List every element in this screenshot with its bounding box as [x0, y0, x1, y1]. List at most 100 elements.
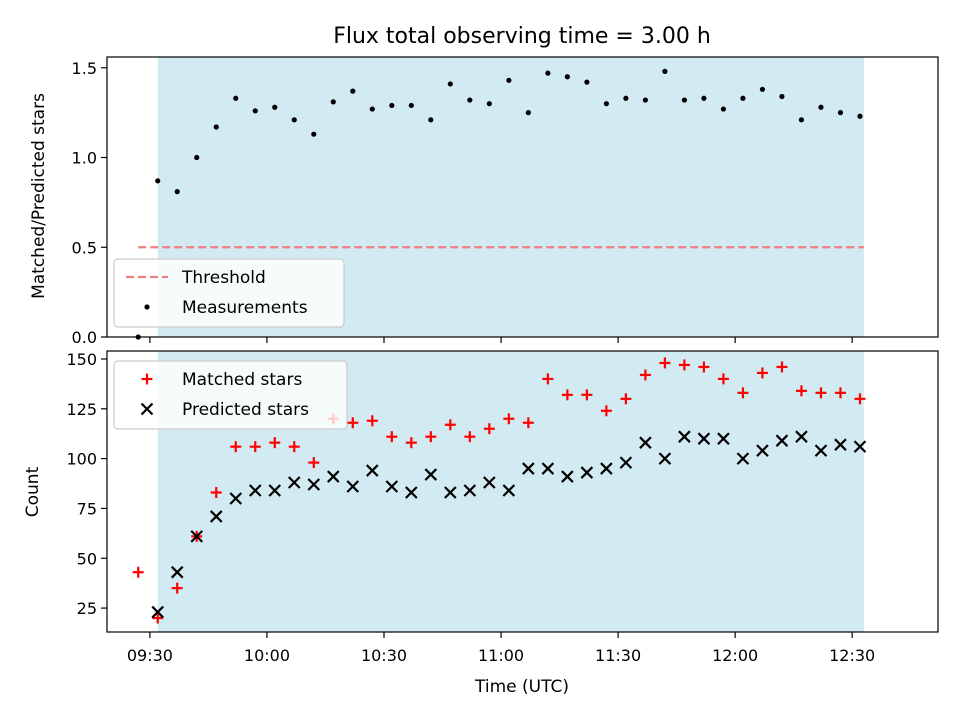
- bottom-series-1-point-b: [717, 432, 730, 445]
- bottom-series-1-point: [327, 470, 340, 483]
- bottom-series-0-point: [152, 612, 164, 624]
- top-series-0-point: [194, 154, 200, 161]
- bottom-series-1-point-b: [307, 478, 321, 491]
- x-tick-label: 10:30: [361, 646, 407, 665]
- bottom-series-1-point: [639, 436, 652, 449]
- top-series-0-point: [623, 95, 629, 101]
- top-series-0-point: [486, 101, 492, 107]
- top-y-axis-label: Matched/Predicted stars: [29, 93, 49, 299]
- bottom-series-1-point-b: [756, 444, 769, 457]
- top-series-0-point: [720, 106, 727, 112]
- top-series-0-point: [818, 104, 824, 110]
- top-series-0-point: [662, 68, 668, 74]
- top-series-0-point: [447, 81, 453, 87]
- top-series-0-point: [545, 70, 551, 76]
- bottom-series-0-point: [795, 385, 807, 397]
- top-series-0-point: [603, 101, 609, 107]
- bottom-series-0-point: [717, 373, 729, 385]
- bottom-series-1-point-b: [600, 462, 613, 475]
- bottom-series-1-point-b: [405, 486, 418, 499]
- bottom-legend-marker-swatch: [140, 402, 154, 416]
- bottom-series-0-point: [561, 389, 573, 401]
- bottom-series-1-point: [795, 430, 808, 443]
- bottom-series-1-point: [190, 530, 204, 543]
- bottom-series-1-point: [229, 492, 243, 505]
- bottom-legend-label: Matched stars: [182, 370, 302, 390]
- bottom-series-0-point: [639, 369, 651, 381]
- bottom-series-1-point: [561, 470, 574, 483]
- top-y-tick-label: 1.5: [72, 59, 97, 78]
- bottom-series-1-point-b: [561, 470, 574, 483]
- top-series-0-point: [779, 93, 785, 100]
- bottom-series-0-point: [581, 389, 593, 401]
- bottom-series-0-point: [444, 419, 456, 431]
- x-axis-label: Time (UTC): [474, 677, 569, 697]
- bottom-series-1-point: [151, 605, 164, 619]
- bottom-series-1-point: [678, 430, 691, 443]
- bottom-y-axis-label: Count: [23, 466, 43, 517]
- top-series-0-point: [389, 102, 395, 109]
- bottom-series-1-point: [775, 434, 789, 447]
- top-series-0-point: [759, 86, 766, 92]
- bottom-series-0-point: [737, 387, 749, 399]
- bottom-series-0-point: [522, 417, 534, 429]
- bottom-legend-box: [113, 360, 348, 430]
- bottom-series-1-point-b: [190, 530, 204, 543]
- bottom-series-1-point-b: [424, 468, 438, 481]
- top-series-0-point: [564, 74, 570, 80]
- x-tick-label: 12:00: [712, 646, 758, 665]
- bottom-series-0-point: [171, 582, 183, 594]
- bottom-series-1-point: [834, 438, 847, 451]
- bottom-series-1-point-b: [287, 476, 301, 489]
- bottom-y-tick-label: 150: [66, 350, 97, 369]
- bottom-series-1-point-b: [209, 510, 223, 523]
- bottom-series-1-point: [541, 462, 555, 475]
- x-tick-label: 09:30: [127, 646, 173, 665]
- bottom-series-0-point: [776, 361, 788, 373]
- bottom-series-1-point-b: [268, 484, 282, 497]
- top-series-0-point: [584, 79, 590, 85]
- top-y-tick-label: 0.5: [72, 238, 97, 257]
- top-series-0-point: [740, 95, 746, 101]
- bottom-series-0-point: [288, 441, 300, 453]
- bottom-series-0-point: [503, 413, 515, 425]
- bottom-series-1-point-b: [248, 484, 262, 497]
- bottom-series-1-point: [600, 462, 613, 475]
- top-legend-label: Measurements: [182, 298, 308, 318]
- bottom-series-1-point: [463, 484, 477, 497]
- top-series-0-point: [330, 99, 336, 105]
- top-series-0-point: [408, 102, 414, 109]
- bottom-series-1-point: [268, 484, 282, 497]
- bottom-series-1-point: [405, 486, 418, 499]
- bottom-series-0-point: [600, 405, 612, 417]
- bottom-series-1-point: [483, 476, 496, 489]
- bottom-series-0-point: [620, 393, 632, 405]
- bottom-series-0-point: [230, 441, 242, 453]
- top-series-0-point: [642, 97, 648, 103]
- top-series-0-point: [252, 108, 258, 114]
- bottom-series-0-point: [308, 457, 320, 469]
- bottom-series-1-point-b: [795, 430, 808, 443]
- bottom-series-1-point-b: [639, 436, 652, 449]
- bottom-series-1-point-b: [170, 565, 184, 579]
- bottom-series-1-point-b: [366, 464, 379, 477]
- top-series-0-point: [701, 95, 707, 101]
- bottom-series-1-point-b: [346, 480, 360, 493]
- bottom-series-0-point: [834, 387, 846, 399]
- top-y-tick-label: 0.0: [72, 328, 97, 347]
- top-series-0-point: [174, 189, 180, 195]
- top-y-tick-label: 1.0: [72, 149, 97, 168]
- top-series-0-point: [272, 104, 278, 110]
- bottom-series-1-point-b: [463, 484, 477, 497]
- bottom-series-0-point: [815, 387, 827, 399]
- bottom-series-0-point: [483, 423, 495, 435]
- top-series-0-point: [213, 124, 219, 130]
- bottom-series-0-point: [132, 566, 144, 578]
- bottom-legend-marker-swatch-b: [140, 402, 154, 416]
- bottom-series-1-point: [522, 462, 535, 475]
- bottom-series-1-point: [170, 565, 184, 579]
- bottom-series-0-point: [386, 431, 398, 443]
- bottom-series-0-point: [249, 441, 261, 453]
- bottom-series-1-point-b: [580, 466, 594, 479]
- bottom-series-1-point: [697, 432, 711, 445]
